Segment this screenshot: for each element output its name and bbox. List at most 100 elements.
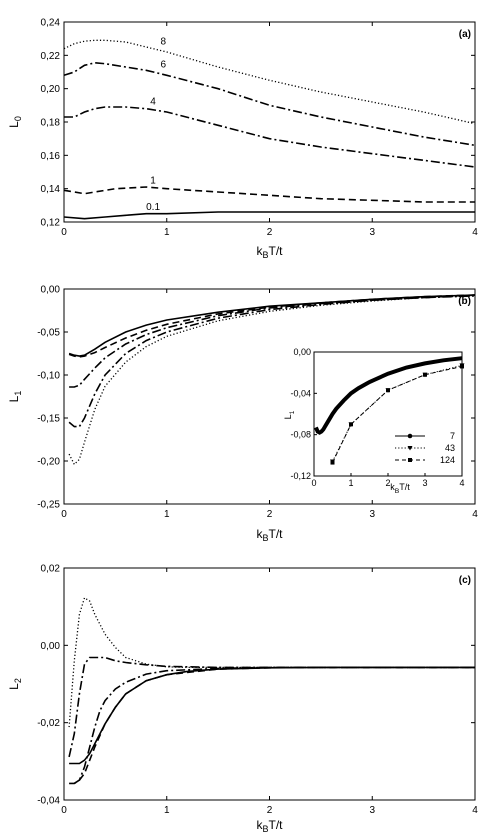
inset-y-tick-label: 0,00 xyxy=(293,347,311,357)
series-line xyxy=(68,294,476,358)
x-tick-label: 3 xyxy=(369,805,375,816)
legend-label: 43 xyxy=(445,443,455,453)
y-tick-label: 0,00 xyxy=(41,641,61,652)
inset-x-tick-label: 2 xyxy=(385,478,390,488)
inset-y-tick-label: -0,12 xyxy=(290,471,311,481)
curve-label: 4 xyxy=(150,96,156,107)
y-axis-label-sub: 2 xyxy=(13,678,23,683)
y-tick-label: 0,16 xyxy=(41,151,61,162)
inset-x-tick-label: 0 xyxy=(311,478,316,488)
series-line xyxy=(63,61,476,147)
inset-legend: 7 43 124 xyxy=(395,431,455,465)
x-axis-label-main: k xyxy=(256,244,263,258)
x-tick-label: 1 xyxy=(164,805,170,816)
inset-y-tick-label: -0,04 xyxy=(290,388,311,398)
series-line xyxy=(69,294,476,388)
plot-frame xyxy=(63,567,476,801)
x-tick-label: 4 xyxy=(472,509,478,520)
y-tick-label: -0,05 xyxy=(37,328,60,339)
y-axis-label-sub: 1 xyxy=(13,391,23,396)
y-tick-label: 0,00 xyxy=(41,285,61,296)
y-tick-label: 0,20 xyxy=(41,84,61,95)
inset-x-axis-label: kBT/t xyxy=(390,482,410,495)
inset-x-tick-label: 1 xyxy=(348,478,353,488)
y-tick-label: -0,20 xyxy=(37,457,60,468)
x-axis-label-sub: B xyxy=(262,250,268,260)
inset-point xyxy=(349,422,353,427)
x-axis-label-rest: T/t xyxy=(269,818,284,832)
x-tick-label: 1 xyxy=(164,509,170,520)
x-axis-label-main: k xyxy=(256,527,263,541)
inset-x-axis-label-rest: T/t xyxy=(399,482,410,492)
panel-label: (b) xyxy=(458,296,471,307)
x-axis-label-rest: T/t xyxy=(269,527,284,541)
x-axis-label-sub: B xyxy=(262,533,268,543)
y-tick-label: -0,15 xyxy=(37,414,60,425)
x-axis-label-rest: T/t xyxy=(269,244,284,258)
inset-point xyxy=(386,388,390,393)
series-line xyxy=(73,666,475,785)
inset-point xyxy=(423,372,427,377)
curve-label: 6 xyxy=(161,60,167,71)
x-tick-label: 4 xyxy=(472,227,478,238)
y-axis-label: L1 xyxy=(7,391,23,403)
y-axis-label: L2 xyxy=(7,678,23,690)
series-line xyxy=(64,106,476,168)
x-tick-label: 0 xyxy=(61,805,67,816)
y-tick-label: -0,02 xyxy=(37,718,60,729)
x-tick-label: 1 xyxy=(164,227,170,238)
series-line xyxy=(68,294,476,357)
y-axis-label-main: L xyxy=(7,395,21,402)
plot-frame xyxy=(63,21,476,223)
x-tick-label: 3 xyxy=(369,227,375,238)
inset-x-axis-label-sub: B xyxy=(395,488,400,495)
x-tick-label: 0 xyxy=(61,227,67,238)
panel-b: 0 1 2 3 4-0,25-0,20-0,15-0,10-0,050,00kBT/tL… xyxy=(7,285,478,544)
y-tick-label: 0,24 xyxy=(41,18,61,29)
x-axis-label-main: k xyxy=(256,818,263,832)
x-axis-label: kBT/t xyxy=(256,527,283,543)
inset-y-axis-label: L1 xyxy=(283,410,296,419)
y-axis-label-sub: 0 xyxy=(13,116,23,121)
x-tick-label: 4 xyxy=(472,805,478,816)
y-tick-label: 0,12 xyxy=(41,218,61,229)
series-line xyxy=(63,211,475,220)
y-axis-label-main: L xyxy=(7,683,21,690)
y-tick-label: 0,02 xyxy=(41,564,61,575)
series-line xyxy=(68,656,475,758)
series-line xyxy=(68,596,475,728)
y-axis-label-main: L xyxy=(7,121,21,128)
inset-y-axis-label-sub: 1 xyxy=(289,410,296,414)
panel-a: 0 1 2 3 40,120,140,160,180,200,220,24kBT/tL0… xyxy=(7,18,478,261)
inset-x-tick-label: 3 xyxy=(422,478,427,488)
x-axis-label: kBT/t xyxy=(256,244,283,260)
curve-label: 0.1 xyxy=(146,202,160,213)
inset-y-tick-label: -0,08 xyxy=(290,430,311,440)
panel-label: (c) xyxy=(459,575,471,586)
legend-label: 7 xyxy=(450,431,455,441)
legend-label: 124 xyxy=(440,455,455,465)
curve-label: 8 xyxy=(161,36,167,47)
series-line xyxy=(68,295,476,428)
x-tick-label: 3 xyxy=(369,509,375,520)
legend-marker xyxy=(407,446,413,451)
y-tick-label: -0,25 xyxy=(37,500,60,511)
y-tick-label: -0,10 xyxy=(37,371,60,382)
y-axis-label: L0 xyxy=(7,116,23,128)
x-tick-label: 2 xyxy=(267,509,273,520)
panel-label: (a) xyxy=(459,29,471,40)
series-line xyxy=(68,295,476,466)
inset-point xyxy=(330,460,335,465)
series-line xyxy=(69,666,475,765)
inset-series-line xyxy=(332,364,463,462)
inset-point xyxy=(460,364,464,369)
x-axis-label: kBT/t xyxy=(256,818,283,834)
curve-label: 1 xyxy=(150,175,156,186)
inset-x-axis-label-main: k xyxy=(390,482,395,492)
x-axis-label-sub: B xyxy=(262,824,268,834)
inset-y-axis-label-main: L xyxy=(283,414,293,419)
inset-series-line xyxy=(314,356,463,435)
